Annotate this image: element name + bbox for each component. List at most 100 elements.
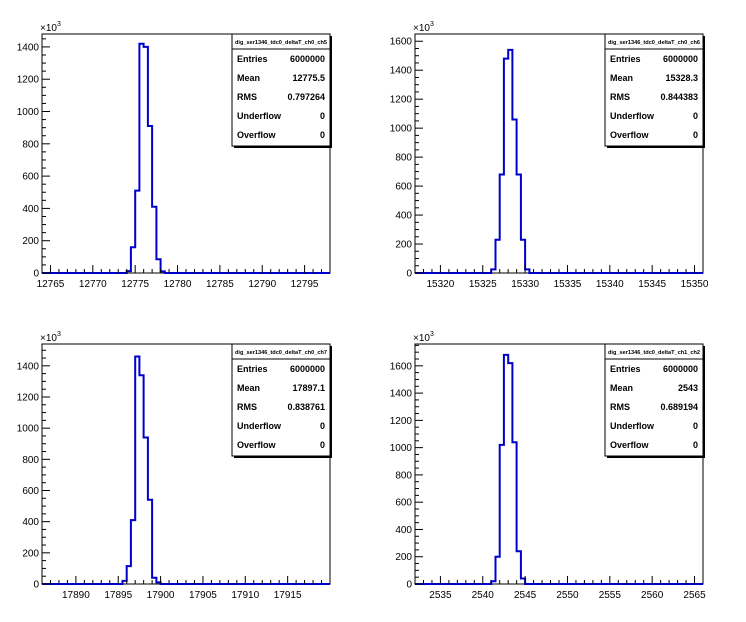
y-tick-label: 200	[22, 548, 39, 559]
y-tick-label: 1400	[17, 42, 40, 53]
y-tick-label: 1600	[390, 37, 413, 48]
stats-value: 6000000	[663, 364, 698, 374]
stats-label: RMS	[610, 402, 630, 412]
y-tick-label: 200	[395, 552, 412, 563]
y-tick-label: 600	[22, 486, 39, 497]
x-tick-label: 2550	[556, 590, 579, 601]
histogram-line	[415, 353, 703, 585]
x-tick-label: 12790	[248, 279, 276, 290]
stats-value: 0.689194	[660, 402, 698, 412]
stats-box	[604, 343, 704, 457]
y-tick-label: 1000	[17, 424, 40, 435]
y-tick-label: 200	[395, 240, 412, 251]
stats-box-shadow	[703, 36, 705, 148]
stats-value: 0	[320, 130, 325, 140]
stats-label: Underflow	[610, 421, 655, 431]
histogram-title: dig_ser1346_tdc0_deltaT_ch0_ch5	[235, 40, 327, 46]
histogram-pad-3: 17890 17895 17900 17905 17910 17915 0 200 400 600…	[17, 331, 332, 601]
y-tick-label: 400	[395, 525, 412, 536]
stats-value: 0	[320, 421, 325, 431]
histogram-line	[42, 42, 330, 274]
stats-label: Mean	[237, 73, 260, 83]
y-tick-label: 200	[22, 236, 39, 247]
stats-box-shadow	[703, 346, 705, 458]
stats-value: 12775.5	[292, 73, 325, 83]
stats-value: 0.844383	[660, 92, 698, 102]
y-tick-label: 1400	[390, 66, 413, 77]
x-tick-label: 2540	[472, 590, 495, 601]
histogram-title: dig_ser1346_tdc0_deltaT_ch0_ch7	[235, 350, 327, 356]
histogram-title: dig_ser1346_tdc0_deltaT_ch1_ch2	[608, 350, 700, 356]
stats-box	[604, 33, 704, 147]
y-tick-label: 1000	[17, 107, 40, 118]
y-tick-label: 1600	[390, 361, 413, 372]
y-tick-label: 600	[395, 182, 412, 193]
stats-box-shadow	[607, 146, 705, 148]
x-tick-label: 17890	[62, 590, 90, 601]
y-axis-multiplier: ×103	[413, 21, 434, 34]
x-tick-label: 2565	[683, 590, 706, 601]
y-tick-label: 400	[22, 204, 39, 215]
x-tick-label: 15325	[469, 279, 497, 290]
x-tick-label: 17910	[231, 590, 259, 601]
y-tick-label: 400	[22, 517, 39, 528]
stats-value: 15328.3	[665, 73, 698, 83]
histogram-pad-4: 2535 2540 2545 2550 2555 2560 2565 0 200 400 600 80…	[390, 331, 706, 601]
stats-value: 6000000	[663, 54, 698, 64]
stats-value: 0	[320, 111, 325, 121]
stats-label: RMS	[237, 92, 257, 102]
histogram-line	[42, 355, 330, 585]
stats-label: Overflow	[610, 440, 650, 450]
stats-label: RMS	[237, 402, 257, 412]
x-tick-label: 12795	[291, 279, 319, 290]
x-tick-label: 2560	[641, 590, 664, 601]
y-axis-multiplier: ×103	[413, 331, 434, 344]
stats-value: 0	[693, 130, 698, 140]
stats-label: Underflow	[610, 111, 655, 121]
x-tick-label: 17915	[274, 590, 302, 601]
x-tick-label: 15320	[427, 279, 455, 290]
y-tick-label: 800	[395, 153, 412, 164]
stats-label: Entries	[610, 54, 641, 64]
x-tick-label: 15340	[596, 279, 624, 290]
x-tick-label: 17905	[189, 590, 217, 601]
x-tick-label: 2535	[429, 590, 452, 601]
y-tick-label: 1200	[390, 416, 413, 427]
y-tick-label: 800	[22, 455, 39, 466]
stats-label: Overflow	[237, 130, 277, 140]
stats-label: Mean	[610, 73, 633, 83]
stats-label: Entries	[610, 364, 641, 374]
y-tick-label: 400	[395, 211, 412, 222]
x-tick-label: 17900	[147, 590, 175, 601]
stats-box	[231, 33, 331, 147]
x-tick-label: 2555	[599, 590, 622, 601]
stats-label: Overflow	[610, 130, 650, 140]
x-tick-label: 12785	[206, 279, 234, 290]
y-tick-label: 1200	[17, 75, 40, 86]
x-tick-label: 17895	[104, 590, 132, 601]
histogram-pad-2: 15320 15325 15330 15335 15340 15345 15350 0 200 4…	[390, 21, 709, 290]
stats-label: RMS	[610, 92, 630, 102]
stats-box-shadow	[330, 36, 332, 148]
x-tick-label: 15350	[681, 279, 709, 290]
stats-label: Entries	[237, 54, 268, 64]
y-tick-label: 1000	[390, 124, 413, 135]
stats-value: 0	[320, 440, 325, 450]
stats-value: 0	[693, 440, 698, 450]
stats-value: 0	[693, 111, 698, 121]
y-tick-label: 600	[395, 498, 412, 509]
y-tick-label: 0	[406, 580, 412, 591]
y-tick-label: 0	[33, 580, 39, 591]
x-tick-label: 15330	[511, 279, 539, 290]
stats-label: Overflow	[237, 440, 277, 450]
y-tick-label: 0	[406, 269, 412, 280]
histogram-title: dig_ser1346_tdc0_deltaT_ch0_ch6	[608, 40, 700, 46]
stats-box-shadow	[234, 456, 332, 458]
stats-box-shadow	[234, 146, 332, 148]
x-tick-label: 12765	[37, 279, 65, 290]
y-axis-multiplier: ×103	[40, 331, 61, 344]
stats-box-shadow	[330, 346, 332, 458]
y-tick-label: 600	[22, 172, 39, 183]
stats-value: 6000000	[290, 54, 325, 64]
stats-label: Entries	[237, 364, 268, 374]
